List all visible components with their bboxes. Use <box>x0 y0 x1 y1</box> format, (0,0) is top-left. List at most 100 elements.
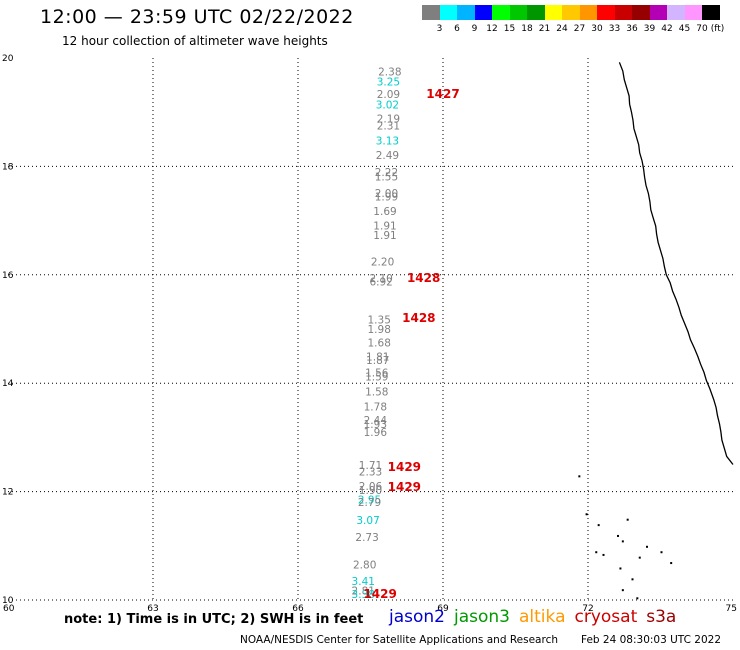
x-tick-label: 63 <box>147 604 158 614</box>
wave-height-label: 3.02 <box>376 99 399 111</box>
satellite-legend-altika: altika <box>519 607 566 627</box>
color-scale-label: 3 <box>436 24 443 34</box>
color-scale-swatch <box>649 5 667 20</box>
wave-height-label: 2.20 <box>371 257 394 269</box>
y-tick-label: 16 <box>2 271 14 281</box>
color-scale-swatch <box>492 5 510 20</box>
island-speck <box>578 475 581 478</box>
color-scale-swatch <box>527 5 545 20</box>
color-scale-swatch <box>579 5 597 20</box>
island-speck <box>617 534 619 537</box>
island-speck <box>621 589 624 592</box>
color-scale-swatch <box>474 5 492 20</box>
island-speck <box>626 518 629 521</box>
wave-height-label: 2.00 <box>375 188 398 200</box>
island-speck <box>638 556 641 559</box>
wave-height-label: 3.41 <box>352 576 375 588</box>
color-scale-swatch <box>632 5 650 20</box>
color-scale-swatch <box>422 5 440 20</box>
color-scale-swatch <box>597 5 615 20</box>
wave-height-label: 1.99 <box>375 192 398 204</box>
x-tick-label: 60 <box>3 604 15 614</box>
footnote: note: 1) Time is in UTC; 2) SWH is in fe… <box>64 612 364 627</box>
color-scale-swatch <box>684 5 702 20</box>
island-speck <box>636 597 639 600</box>
y-tick-label: 12 <box>2 488 13 498</box>
wave-height-label: 1.78 <box>364 401 387 413</box>
wave-height-label: 3.07 <box>356 515 379 527</box>
satellite-legend: jason2 jason3 altika cryosat s3a <box>389 607 685 627</box>
color-scale-swatch <box>562 5 580 20</box>
track-number-label: 1429 <box>388 480 421 494</box>
wave-height-label: 2.81 <box>352 586 375 598</box>
island-speck <box>595 551 598 554</box>
y-tick-label: 20 <box>2 54 14 64</box>
color-scale-swatch <box>509 5 527 20</box>
wave-height-label: 1.96 <box>364 427 388 439</box>
color-scale-label: 39 <box>643 24 656 34</box>
color-scale-swatch <box>457 5 475 20</box>
color-scale-label: 15 <box>503 24 516 34</box>
wave-height-label: 1.58 <box>365 387 388 399</box>
color-scale-label: 36 <box>626 24 638 34</box>
island-speck <box>670 562 673 565</box>
color-scale-unit: (ft) <box>710 24 725 34</box>
axis-tick-layer: 60 63 66 69 72 75 10 12 14 16 18 20 <box>2 54 737 614</box>
wave-height-label: 2.38 <box>378 66 401 78</box>
wave-height-label: 1.91 <box>373 230 396 242</box>
wave-height-label: 2.22 <box>375 167 398 179</box>
track-number-label: 1428 <box>407 271 440 285</box>
wave-height-label: 2.44 <box>364 415 388 427</box>
wave-height-label: 2.31 <box>377 121 400 133</box>
color-scale-swatch <box>667 5 685 20</box>
x-tick-label: 72 <box>582 604 593 614</box>
wave-height-label: 2.95 <box>358 495 381 507</box>
wave-height-label: 2.73 <box>355 532 378 544</box>
color-scale-label: 9 <box>471 24 478 34</box>
coastline <box>618 62 734 465</box>
wave-height-label: 3.38 <box>352 589 375 601</box>
color-scale-label: 27 <box>573 24 586 34</box>
wave-height-label: 3.13 <box>376 136 399 148</box>
generation-timestamp: Feb 24 08:30:03 UTC 2022 <box>581 634 721 646</box>
track-number-label: 1429 <box>363 587 396 601</box>
satellite-legend-jason2: jason2 <box>389 607 445 627</box>
wave-height-label: 1.91 <box>373 220 396 232</box>
chart-title: 12:00 — 23:59 UTC 02/22/2022 <box>40 6 354 28</box>
color-scale-label: 6 <box>454 24 460 34</box>
wave-height-label: 6.92 <box>369 277 392 289</box>
wave-height-label: 2.49 <box>376 150 399 162</box>
x-tick-label: 69 <box>437 604 449 614</box>
x-tick-label: 75 <box>726 604 737 614</box>
color-scale-label: 70 <box>696 24 708 34</box>
color-scale-label: 42 <box>661 24 673 34</box>
credit-line: NOAA/NESDIS Center for Satellite Applica… <box>240 634 558 646</box>
track-label-layer: 1427 1428 1428 1429 1429 1429 <box>363 87 459 601</box>
wave-height-label: 2.19 <box>377 113 400 125</box>
track-number-label: 1429 <box>388 460 421 474</box>
y-tick-label: 10 <box>2 596 14 606</box>
track-number-label: 1427 <box>426 87 459 101</box>
island-speck <box>621 540 624 543</box>
color-scale-swatch <box>614 5 632 20</box>
wave-height-label: 2.79 <box>358 497 381 509</box>
island-speck <box>585 513 588 516</box>
y-tick-label: 14 <box>2 379 14 389</box>
wave-height-label: 2.10 <box>369 273 392 285</box>
wave-height-label: 1.93 <box>364 419 387 431</box>
color-scale-label: 33 <box>608 24 621 34</box>
wave-height-label: 1.35 <box>368 315 391 327</box>
coastline-layer <box>578 62 734 600</box>
wave-height-label: 3.25 <box>377 77 400 89</box>
track-number-label: 1428 <box>402 311 435 325</box>
island-speck <box>619 567 622 570</box>
island-speck <box>660 551 663 554</box>
wave-height-label: 1.87 <box>366 355 389 367</box>
island-speck <box>646 545 648 548</box>
color-scale-label: 24 <box>556 24 568 34</box>
wave-height-point-layer: 2.383.252.093.02 2.192.31 3.13 2.49 2.221.55… <box>352 66 402 600</box>
wave-height-label: 2.09 <box>377 89 400 101</box>
y-tick-label: 18 <box>2 162 14 172</box>
wave-height-label: 1.98 <box>368 324 391 336</box>
